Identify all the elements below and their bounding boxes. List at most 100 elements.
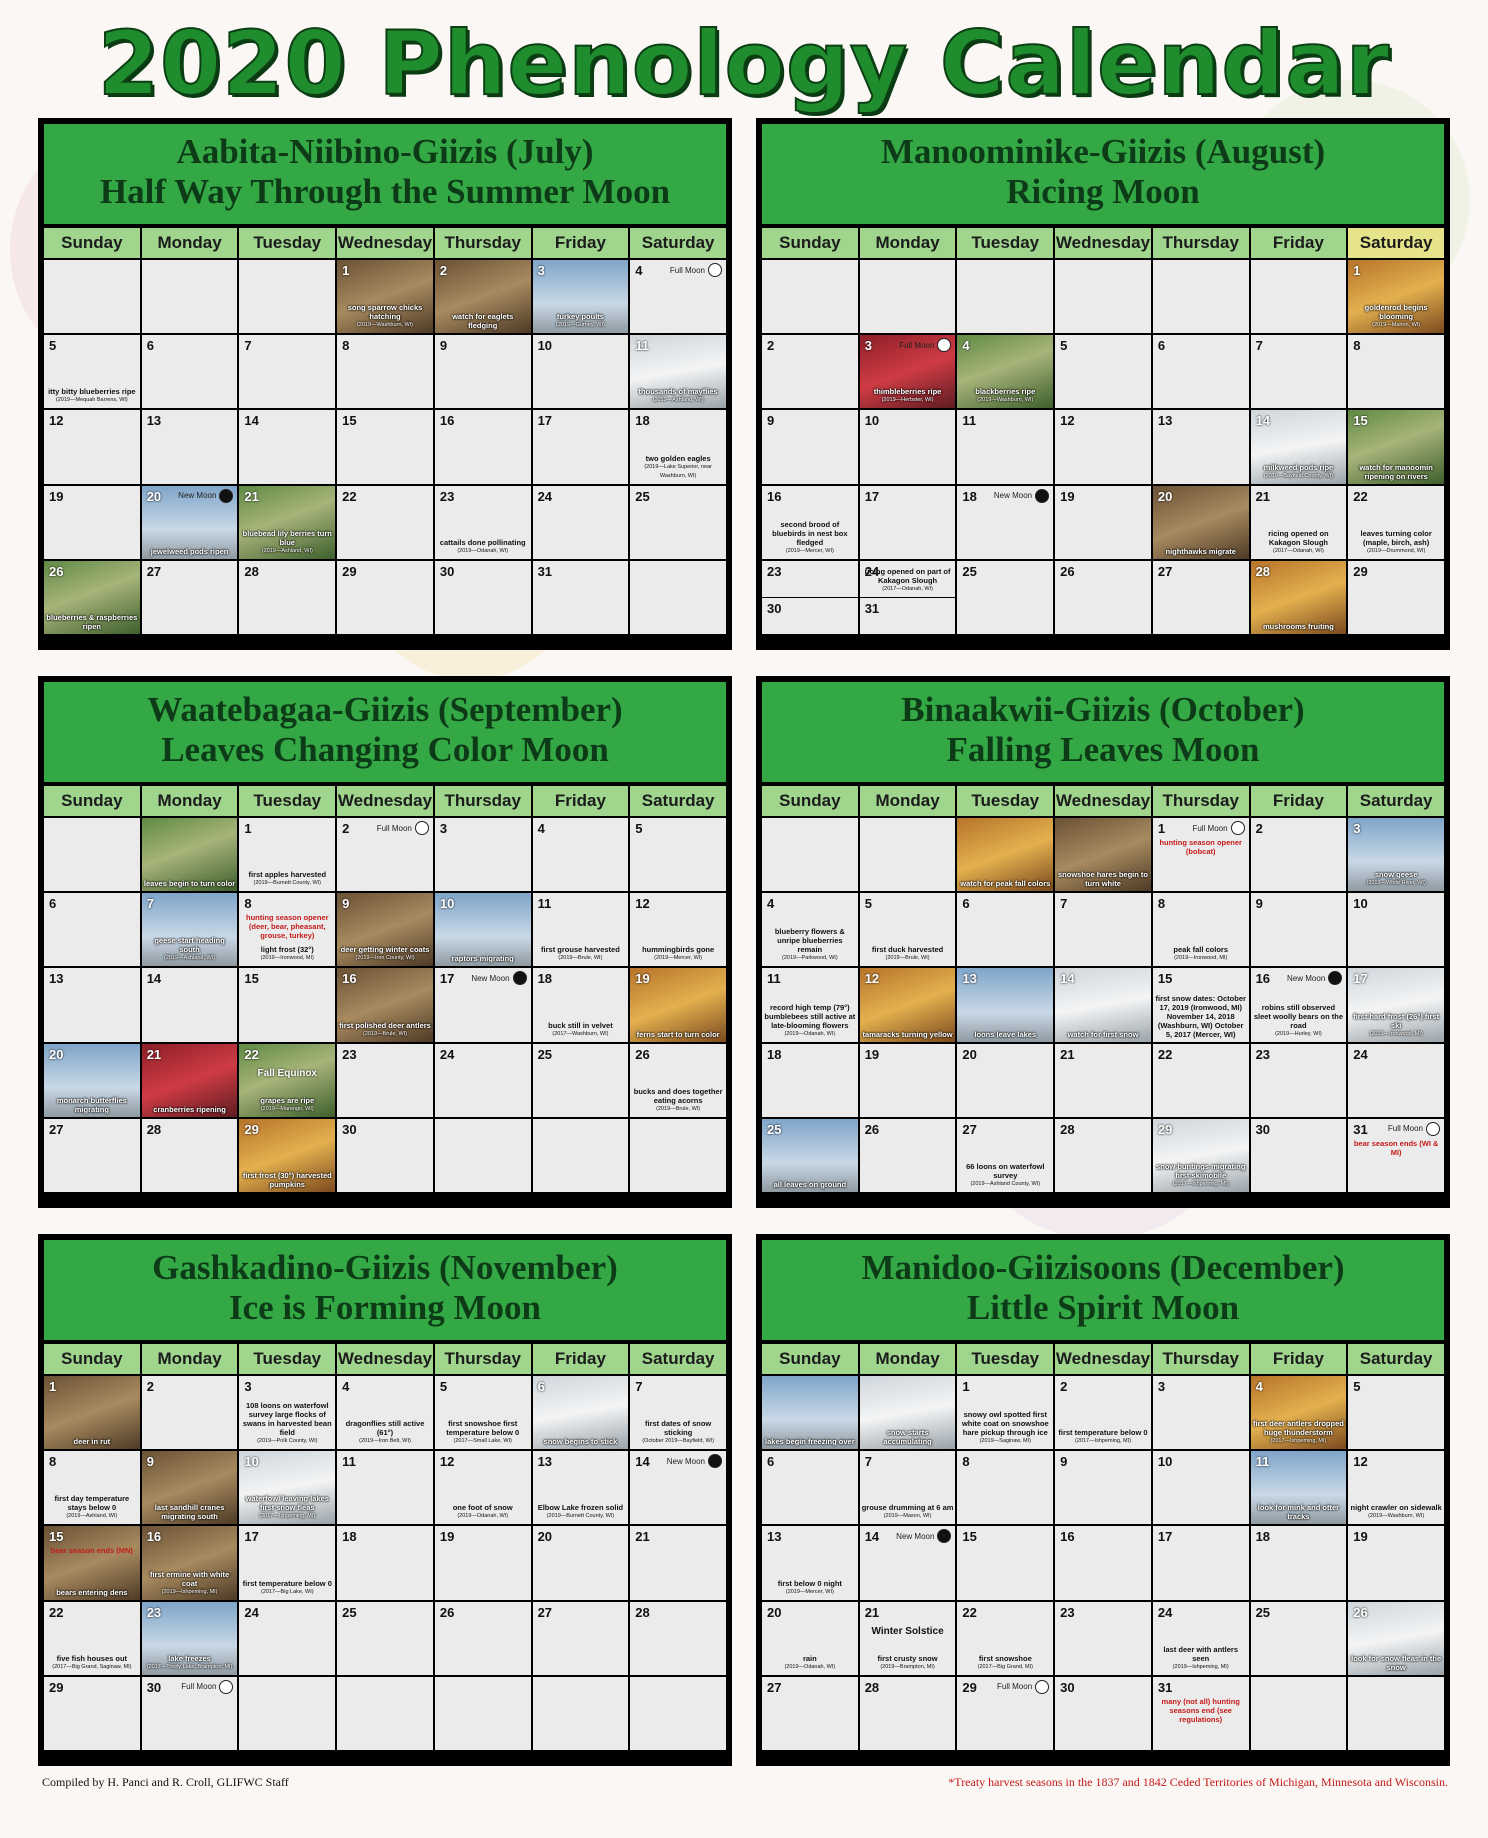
day-cell[interactable]: 30 <box>434 560 531 634</box>
day-cell[interactable]: 2 <box>1250 818 1347 892</box>
day-cell[interactable]: 17 <box>532 410 629 484</box>
day-cell[interactable]: 3 108 loons on waterfowl survey large flo… <box>239 1376 336 1450</box>
day-cell[interactable]: 14 milkweed pods ripe (2019—Bayfield Count… <box>1250 410 1347 484</box>
day-cell[interactable]: 3 turkey poults (2019—Gurney, WI) <box>532 260 629 334</box>
day-cell[interactable]: 11 look for mink and otter tracks <box>1250 1451 1347 1525</box>
day-cell[interactable]: 5 <box>630 818 726 892</box>
day-cell[interactable]: 27 <box>141 560 238 634</box>
day-cell[interactable]: 24 <box>239 1601 336 1675</box>
day-cell[interactable]: 29 <box>337 560 433 634</box>
day-cell[interactable]: 29 <box>1348 560 1444 634</box>
day-cell[interactable]: 29 Full Moon <box>957 1676 1054 1750</box>
day-cell[interactable]: 25 all leaves on ground <box>762 1118 858 1192</box>
day-cell[interactable]: 14 <box>239 410 336 484</box>
day-cell[interactable]: 25 <box>337 1601 433 1675</box>
day-cell[interactable]: 20 <box>957 1043 1054 1117</box>
day-cell[interactable]: 7 <box>1250 335 1347 409</box>
day-cell[interactable]: 28 <box>1055 1118 1151 1192</box>
day-cell[interactable]: 17 <box>1152 1526 1249 1600</box>
day-cell[interactable]: 27 <box>1152 560 1249 634</box>
day-cell[interactable]: 1 first apples harvested (2019—Burnett Cou… <box>239 818 336 892</box>
day-cell[interactable]: 30 <box>337 1118 433 1192</box>
day-cell[interactable]: 26 bucks and does together eating acorns(… <box>630 1043 726 1117</box>
day-cell[interactable]: 8 <box>1348 335 1444 409</box>
day-cell[interactable]: 6 snow begins to stick <box>532 1376 629 1450</box>
day-cell[interactable]: 16 <box>434 410 531 484</box>
day-cell[interactable]: 20 <box>532 1526 629 1600</box>
day-cell[interactable]: 27 <box>762 1676 858 1750</box>
day-cell[interactable]: 23 lake freezes (2017—Trinity Lake, Brampt… <box>141 1601 238 1675</box>
day-cell[interactable]: 2 <box>762 335 858 409</box>
day-cell[interactable]: 6 <box>957 893 1054 967</box>
day-cell[interactable]: 22 <box>337 485 433 559</box>
day-cell[interactable]: 26 look for snow fleas in the snow <box>1348 1601 1444 1675</box>
day-cell[interactable]: 18 <box>762 1043 858 1117</box>
day-cell[interactable]: 25 <box>630 485 726 559</box>
day-cell[interactable]: 10 <box>532 335 629 409</box>
day-cell[interactable]: 14 New Moon <box>859 1526 956 1600</box>
day-cell[interactable]: 20 monarch butterflies migrating <box>44 1043 140 1117</box>
day-cell[interactable]: 23 <box>762 560 858 597</box>
day-cell[interactable]: 30 Full Moon <box>141 1676 238 1750</box>
day-cell[interactable]: 22 Fall Equinox grapes are ripe (2019—Maren… <box>239 1043 336 1117</box>
day-cell[interactable]: 26 <box>859 1118 956 1192</box>
day-cell[interactable]: 23 <box>1250 1043 1347 1117</box>
day-cell[interactable]: 10 <box>1348 893 1444 967</box>
day-cell[interactable]: 23 <box>1055 1601 1151 1675</box>
day-cell[interactable]: 10 <box>1152 1451 1249 1525</box>
day-cell[interactable]: 3 <box>434 818 531 892</box>
day-cell[interactable]: 11 <box>957 410 1054 484</box>
day-cell[interactable]: 16 New Moon robins still observed sleet wo… <box>1250 968 1347 1042</box>
day-cell[interactable]: 28 <box>141 1118 238 1192</box>
day-cell[interactable]: 21 bluebead lily berries turn blue (2019—A… <box>239 485 336 559</box>
day-cell[interactable]: 17 <box>859 485 956 559</box>
day-cell[interactable]: 3 <box>1152 1376 1249 1450</box>
day-cell[interactable]: 1 deer in rut <box>44 1376 140 1450</box>
day-cell[interactable]: 6 <box>1152 335 1249 409</box>
day-cell[interactable]: 12 <box>44 410 140 484</box>
day-cell[interactable]: 28 <box>630 1601 726 1675</box>
day-cell[interactable]: 9 deer getting winter coats (2019—Iron Cou… <box>337 893 433 967</box>
day-cell[interactable]: 18 <box>1250 1526 1347 1600</box>
day-cell[interactable]: 20 nighthawks migrate <box>1152 485 1249 559</box>
day-cell[interactable]: 17 first hard frost (26°) first ski (2019—… <box>1348 968 1444 1042</box>
day-cell[interactable]: 13 Elbow Lake frozen solid (2019—Burnett C… <box>532 1451 629 1525</box>
day-cell[interactable]: 28 <box>239 560 336 634</box>
day-cell[interactable]: 19 <box>1348 1526 1444 1600</box>
day-cell[interactable]: 15 <box>957 1526 1054 1600</box>
day-cell[interactable]: 16 first polished deer antlers (2019—Brule… <box>337 968 433 1042</box>
day-cell[interactable]: 11 first grouse harvested (2019—Brule, WI) <box>532 893 629 967</box>
day-cell[interactable]: 27 <box>532 1601 629 1675</box>
day-cell[interactable]: 24 <box>434 1043 531 1117</box>
day-cell[interactable]: 12 tamaracks turning yellow <box>859 968 956 1042</box>
day-cell[interactable]: 14 New Moon <box>630 1451 726 1525</box>
day-cell[interactable]: 27 <box>44 1118 140 1192</box>
day-cell[interactable]: 17 New Moon <box>434 968 531 1042</box>
day-cell[interactable]: 9 <box>434 335 531 409</box>
day-cell[interactable]: 5 itty bitty blueberries ripe (2019—Mequah… <box>44 335 140 409</box>
day-cell[interactable]: 12 hummingbirds gone (2019—Mercer, WI) <box>630 893 726 967</box>
day-cell[interactable]: 31 <box>859 597 956 634</box>
day-cell[interactable]: 26 blueberries & raspberries ripen <box>44 560 140 634</box>
day-cell[interactable]: 6 <box>44 893 140 967</box>
day-cell[interactable]: 15 watch for manoomin ripening on rivers <box>1348 410 1444 484</box>
day-cell[interactable]: 18 two golden eagles (2019—Lake Superior, … <box>630 410 726 484</box>
day-cell[interactable]: 1 goldenrod begins blooming (2019—Marion, … <box>1348 260 1444 334</box>
day-cell[interactable]: 15 <box>337 410 433 484</box>
day-cell[interactable]: 9 <box>762 410 858 484</box>
day-cell[interactable]: 5 <box>1348 1376 1444 1450</box>
day-cell[interactable]: 16 second brood of bluebirds in nest box … <box>762 485 858 559</box>
day-cell[interactable]: 8 hunting season opener (deer, bear, phea… <box>239 893 336 967</box>
day-cell[interactable]: 30 <box>1055 1676 1151 1750</box>
day-cell[interactable]: 19 <box>434 1526 531 1600</box>
day-cell[interactable]: 29 snow buntings migrating first skimobil… <box>1152 1118 1249 1192</box>
day-cell[interactable]: 4 blueberry flowers & unripe blueberries … <box>762 893 858 967</box>
day-cell[interactable]: 8 peak fall colors (2019—Ironwood, MI) <box>1152 893 1249 967</box>
day-cell[interactable]: 22 five fish houses out (2017—Big Grand, S… <box>44 1601 140 1675</box>
day-cell[interactable]: 8 <box>957 1451 1054 1525</box>
day-cell[interactable]: 31 Full Moon bear season ends (WI & MI) <box>1348 1118 1444 1192</box>
day-cell[interactable]: 28 mushrooms fruiting <box>1250 560 1347 634</box>
day-cell[interactable]: 19 ferns start to turn color <box>630 968 726 1042</box>
day-cell[interactable]: 25 <box>957 560 1054 634</box>
day-cell[interactable]: 15 <box>239 968 336 1042</box>
